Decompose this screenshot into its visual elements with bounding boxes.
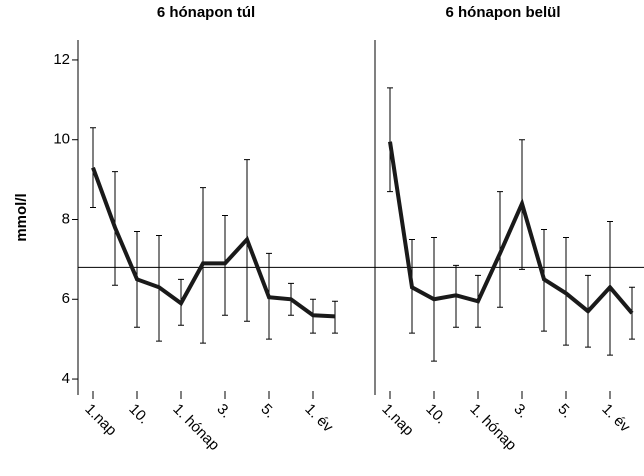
error-bar — [332, 300, 338, 334]
y-tick-label: 8 — [62, 210, 70, 227]
x-tick-label: 10. — [125, 401, 152, 428]
panel-title: 6 hónapon túl — [157, 4, 255, 21]
x-tick-label: 1. hónap — [169, 401, 222, 454]
x-tick-label: 5. — [554, 401, 575, 422]
y-tick-label: 12 — [53, 51, 70, 68]
series-line — [388, 141, 634, 315]
series-line — [91, 166, 336, 319]
x-tick-label: 10. — [422, 401, 449, 428]
y-tick-label: 6 — [62, 290, 70, 307]
x-tick-label: 3. — [213, 401, 234, 422]
x-tick-label: 1.nap — [378, 401, 417, 440]
error-bar — [387, 87, 393, 193]
y-tick-label: 4 — [62, 370, 70, 387]
x-tick-label: 1. hónap — [466, 401, 519, 454]
y-tick-label: 10 — [53, 131, 70, 148]
x-tick-label: 3. — [510, 401, 531, 422]
panel-title: 6 hónapon belül — [446, 4, 561, 21]
x-tick-label: 1. év — [598, 401, 633, 436]
x-tick-label: 1. év — [301, 401, 336, 436]
x-tick-label: 1.nap — [81, 401, 120, 440]
x-tick-label: 5. — [257, 401, 278, 422]
y-axis-label: mmol/l — [13, 193, 30, 241]
